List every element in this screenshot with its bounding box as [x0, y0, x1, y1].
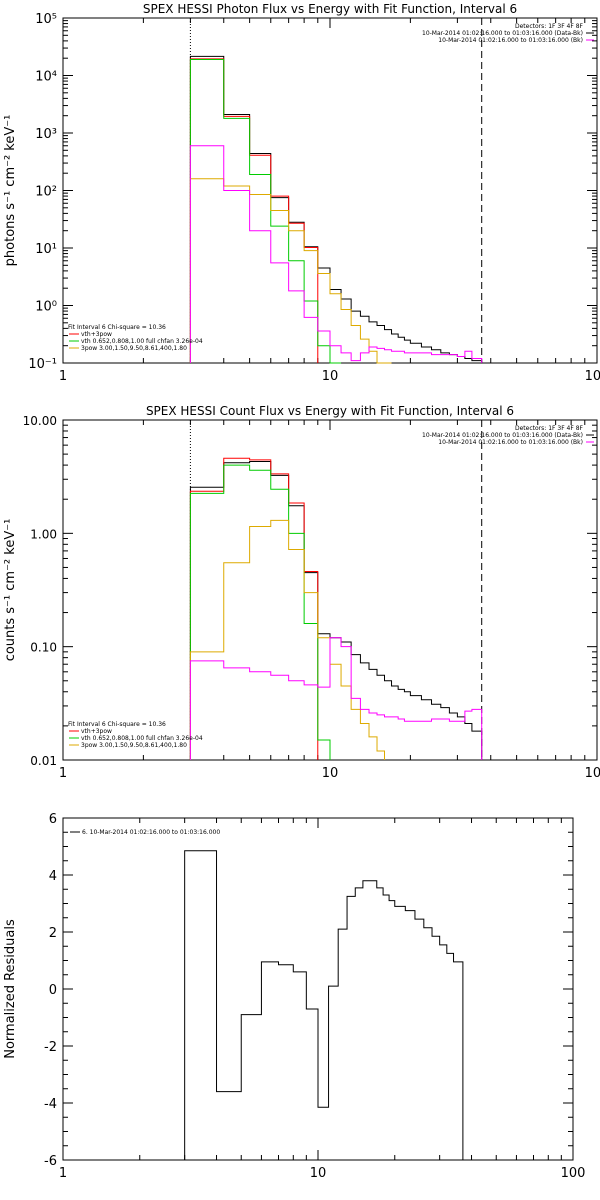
histogram-series-2	[189, 58, 319, 363]
legend-right-label: Detectors: 1F 3F 4F 8F	[515, 23, 584, 30]
y-tick-label: 0	[49, 983, 57, 998]
legend-left-label: 3pow 3.00,1.50,9.50,8.61,400,1.80	[81, 742, 187, 749]
y-tick-label: 10⁰	[35, 300, 57, 315]
y-tick-label: 10¹	[35, 242, 57, 257]
y-tick-label: 10⁻¹	[28, 357, 57, 372]
y-tick-label: 10²	[35, 185, 57, 200]
legend-left-label: Fit Interval 6 Chi-square = 10.36	[68, 324, 166, 331]
chart-title: SPEX HESSI Photon Flux vs Energy with Fi…	[143, 2, 517, 16]
x-tick-label: 1	[59, 766, 67, 781]
legend-left-label: 6. 10-Mar-2014 01:02:16.000 to 01:03:16.…	[82, 829, 220, 836]
histogram-series-3	[189, 58, 342, 364]
x-tick-label: 100	[585, 369, 600, 384]
x-tick-label: 10	[322, 369, 339, 384]
y-axis-label: counts s⁻¹ cm⁻² keV⁻¹	[3, 519, 18, 662]
legend-left-label: 3pow 3.00,1.50,9.50,8.61,400,1.80	[81, 345, 187, 352]
y-tick-label: -2	[44, 1040, 57, 1055]
histogram-series-3	[189, 464, 331, 760]
x-tick-label: 1	[59, 369, 67, 384]
y-axis-label: Normalized Residuals	[3, 919, 18, 1059]
legend-right-label: 10-Mar-2014 01:02:16.000 to 01:03:16.000…	[422, 30, 583, 37]
plot-frame	[62, 17, 598, 364]
legend-right-label: 10-Mar-2014 01:02:16.000 to 01:03:16.000…	[438, 439, 583, 446]
histogram-series-4	[189, 178, 392, 364]
y-tick-label: 2	[49, 926, 57, 941]
histogram-series-1	[189, 55, 483, 363]
histogram-series-4	[189, 519, 385, 760]
y-tick-label: 6	[49, 812, 57, 827]
chart-panel-1: SPEX HESSI Photon Flux vs Energy with Fi…	[3, 2, 600, 384]
chart-panel-2: SPEX HESSI Count Flux vs Energy with Fit…	[3, 404, 600, 781]
legend-right-label: 10-Mar-2014 01:02:16.000 to 01:03:16.000…	[422, 432, 583, 439]
y-tick-label: 10.00	[23, 414, 57, 428]
y-tick-label: 10⁴	[35, 70, 57, 85]
x-tick-label: 100	[585, 766, 600, 781]
histogram-series-1	[189, 461, 483, 760]
y-tick-label: 0.10	[30, 641, 57, 655]
histogram-series-1	[184, 850, 464, 1160]
legend-left-label: vth+3pow	[81, 728, 112, 735]
histogram-series-5	[189, 145, 483, 363]
x-tick-label: 10	[310, 1166, 327, 1181]
y-tick-label: 10³	[35, 127, 57, 142]
y-tick-label: 1.00	[30, 527, 57, 541]
histogram-series-2	[189, 457, 319, 760]
plot-frame	[62, 817, 574, 1161]
legend-left-label: vth+3pow	[81, 331, 112, 338]
x-tick-label: 100	[561, 1166, 586, 1181]
histogram-series-5	[189, 637, 483, 760]
legend-right-label: Detectors: 1F 3F 4F 8F	[515, 425, 584, 432]
y-tick-label: -4	[44, 1097, 57, 1112]
y-tick-label: 0.01	[30, 754, 57, 768]
x-tick-label: 10	[322, 766, 339, 781]
y-tick-label: -6	[44, 1154, 57, 1169]
y-tick-label: 4	[49, 869, 57, 884]
legend-left-label: vth 0.652,0.808,1.00 full chfan 3.26e-04	[81, 338, 203, 345]
x-tick-label: 1	[59, 1166, 67, 1181]
legend-left-label: Fit Interval 6 Chi-square = 10.36	[68, 721, 166, 728]
legend-left-label: vth 0.652,0.808,1.00 full chfan 3.26e-04	[81, 735, 203, 742]
y-axis-label: photons s⁻¹ cm⁻² keV⁻¹	[3, 115, 18, 267]
chart-title: SPEX HESSI Count Flux vs Energy with Fit…	[146, 404, 514, 418]
y-tick-label: 10⁵	[35, 12, 57, 27]
chart-panel-3: 1 10 100 -6 -4 -2 0 2 4 6 Normalized Residuals 6. 1…	[3, 812, 585, 1181]
legend-right-label: 10-Mar-2014 01:02:16.000 to 01:03:16.000…	[438, 37, 583, 44]
plot-frame	[62, 419, 598, 761]
